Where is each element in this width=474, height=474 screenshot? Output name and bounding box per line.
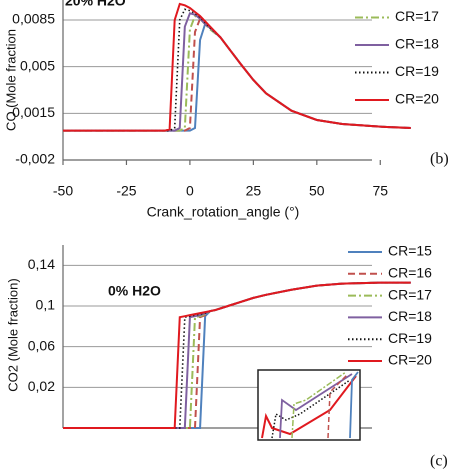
inset-curve [349, 371, 359, 439]
panel-label: (c) [430, 453, 448, 470]
x-axis-label: Crank_rotation_angle (°) [147, 204, 300, 220]
y-tick-label: 0,1 [36, 297, 56, 313]
legend-label: CR=17 [388, 286, 432, 302]
series-line [63, 2, 411, 132]
y-tick-label: 0,02 [28, 378, 55, 394]
y-tick-label: 0,0015 [12, 104, 55, 120]
legend-label: CR=19 [395, 63, 439, 79]
y-tick-label: 0,06 [28, 337, 55, 353]
inset-curve [279, 373, 353, 439]
chart-title: 20% H2O [65, 0, 126, 9]
legend-label: CR=18 [388, 308, 432, 324]
legend-label: CR=16 [388, 265, 432, 281]
inset-curve [271, 379, 351, 439]
legend-label: CR=20 [388, 352, 432, 368]
panel-label: (b) [430, 151, 449, 168]
y-tick-label: 0,14 [28, 256, 55, 272]
legend-label: CR=17 [395, 8, 439, 24]
legend-label: CR=18 [395, 36, 439, 52]
x-tick-label: 50 [309, 183, 325, 199]
legend-label: CR=20 [395, 91, 439, 107]
inset [257, 369, 361, 441]
series-line [63, 281, 411, 429]
inset-curve [291, 371, 347, 439]
x-tick-label: 0 [186, 183, 194, 199]
inset-box [257, 369, 361, 441]
chart-title: 0% H2O [108, 283, 161, 299]
series-line [63, 16, 411, 132]
y-axis-label: CO2 (Mole fraction) [5, 278, 20, 391]
x-tick-label: 25 [246, 183, 262, 199]
x-tick-label: -25 [116, 183, 136, 199]
series-line [63, 22, 411, 132]
y-tick-label: -0,002 [15, 151, 55, 167]
x-tick-label: -50 [53, 183, 73, 199]
series-line [63, 8, 411, 132]
legend-label: CR=19 [388, 330, 432, 346]
y-axis-label: CO (Mole fraction [3, 29, 18, 131]
y-tick-label: 0,0085 [12, 11, 55, 27]
legend-label: CR=15 [388, 243, 432, 259]
y-tick-label: 0,005 [20, 57, 55, 73]
x-tick-label: 75 [372, 183, 388, 199]
